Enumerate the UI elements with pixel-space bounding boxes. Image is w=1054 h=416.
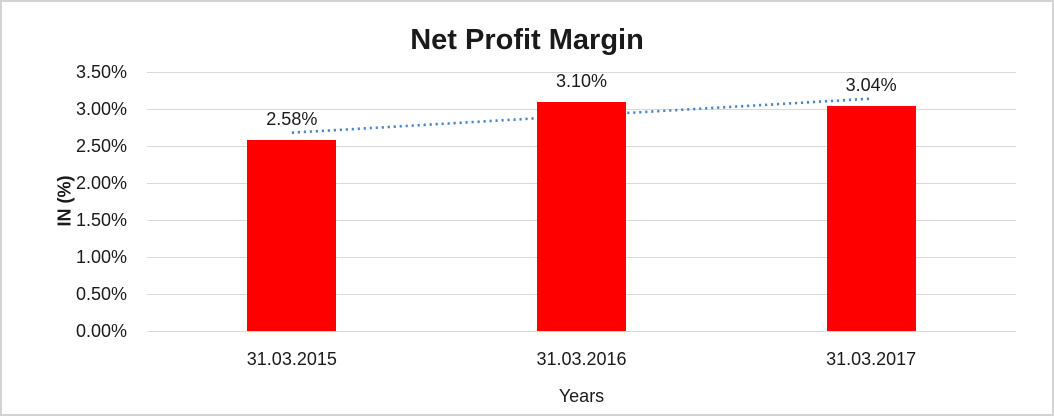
bar-31.03.2017 bbox=[826, 106, 916, 331]
bar-31.03.2016 bbox=[537, 101, 626, 331]
bar-value-label: 3.04% bbox=[845, 75, 897, 96]
x-category-label: 31.03.2017 bbox=[826, 349, 917, 369]
y-tick-label: 2.50% bbox=[75, 136, 127, 156]
chart-title: Net Profit Margin bbox=[410, 24, 644, 56]
x-axis-title: Years bbox=[558, 386, 605, 406]
bar-31.03.2015 bbox=[247, 140, 337, 331]
y-tick-label: 3.50% bbox=[75, 62, 127, 82]
bar-value-label: 2.58% bbox=[266, 109, 318, 130]
x-category-label: 31.03.2016 bbox=[536, 349, 627, 369]
y-tick-label: 1.50% bbox=[75, 210, 127, 230]
y-tick-label: 0.00% bbox=[75, 321, 127, 341]
bar-value-label: 3.10% bbox=[555, 70, 608, 91]
y-tick-label: 3.00% bbox=[75, 99, 127, 119]
gridline bbox=[147, 331, 1016, 332]
y-tick-label: 1.00% bbox=[75, 247, 127, 267]
x-category-label: 31.03.2015 bbox=[246, 349, 337, 369]
y-tick-label: 2.00% bbox=[75, 173, 127, 193]
gridline bbox=[147, 72, 1016, 73]
y-tick-label: 0.50% bbox=[75, 284, 127, 304]
